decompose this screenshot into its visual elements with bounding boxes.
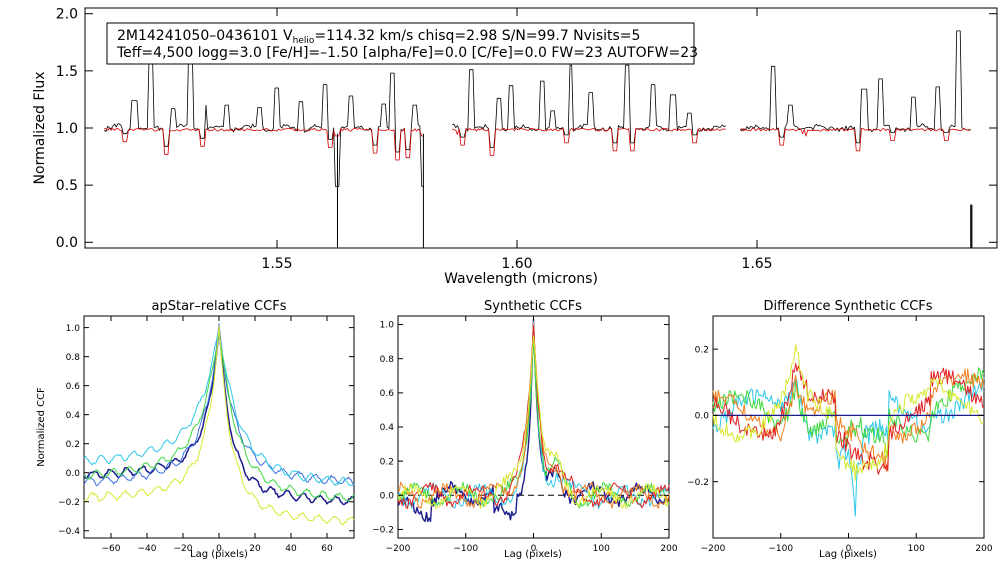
- difference-ccf-marks: [712, 344, 985, 517]
- y-tick-label: 0.8: [380, 355, 395, 365]
- synthetic-ccf-line-3: [397, 332, 670, 509]
- difference-ccf-line-2: [712, 367, 985, 459]
- apstar-ccf-ticks: −60 −40 −20 0 20 40 60 −0.4 −0.2 0.0 0.2 0.4 0.6 0.8 1…: [58, 316, 354, 554]
- apstar-ccf-x-label: Lag (pixels): [190, 549, 248, 560]
- difference-ccf-panel: −200 −100 0 100 200 −0.2 0.0 0.2 Difference Syn…: [687, 299, 993, 560]
- apstar-ccf-title: apStar–relative CCFs: [152, 299, 287, 314]
- spectrum-observed-line: [739, 30, 971, 144]
- y-tick-label: 0.6: [66, 382, 81, 392]
- difference-ccf-line-1: [712, 377, 985, 517]
- y-tick-label: 1.0: [380, 321, 395, 331]
- x-tick-label: 40: [285, 544, 297, 554]
- info-box: [106, 22, 695, 65]
- y-tick-label: 0.0: [66, 469, 81, 479]
- spectrum-marks: [103, 30, 973, 248]
- x-tick-label: 0: [846, 544, 852, 554]
- synthetic-ccf-marks: [397, 319, 670, 523]
- synthetic-ccf-line-2: [397, 320, 670, 510]
- x-tick-label: −100: [453, 544, 478, 554]
- x-tick-label: 200: [975, 544, 992, 554]
- x-tick-label: −200: [701, 544, 726, 554]
- difference-ccf-ticks: −200 −100 0 100 200 −0.2 0.0 0.2: [687, 316, 993, 554]
- y-tick-label: −0.2: [58, 498, 80, 508]
- x-tick-label: 100: [593, 544, 610, 554]
- spectrum-observed-line: [103, 47, 424, 187]
- x-tick-label: 20: [249, 544, 261, 554]
- y-tick-label: 0.0: [695, 412, 710, 422]
- x-tick-label: 60: [321, 544, 333, 554]
- x-tick-label: 1.55: [261, 256, 292, 272]
- y-tick-label: 0.4: [380, 423, 395, 433]
- info-helio-subscript: helio: [293, 36, 315, 46]
- synthetic-ccf-line-4: [397, 322, 670, 509]
- y-tick-label: 0.2: [66, 440, 80, 450]
- difference-ccf-line-3: [712, 368, 985, 473]
- y-tick-label: 0.2: [695, 345, 709, 355]
- spectrum-x-label: Wavelength (microns): [444, 271, 598, 287]
- apstar-ccf-line-5: [83, 325, 355, 526]
- x-tick-label: −100: [768, 544, 793, 554]
- x-tick-label: 200: [660, 544, 677, 554]
- x-tick-label: −20: [174, 544, 193, 554]
- spectrum-model-line: [451, 127, 726, 156]
- x-tick-label: 0: [216, 544, 222, 554]
- info-line-1: 2M14241050–0436101 Vhelio=114.32 km/s ch…: [117, 28, 640, 46]
- x-tick-label: 0: [531, 544, 537, 554]
- spectrum-panel: 1.55 1.60 1.65 0.0 0.5 1.0 1.5 2.0 2M14241050–0…: [32, 7, 998, 287]
- spectrum-model-line: [739, 127, 971, 152]
- x-tick-label: 1.60: [501, 256, 532, 272]
- y-tick-label: 1.5: [56, 64, 78, 80]
- apstar-ccf-line-2: [83, 323, 355, 486]
- synthetic-ccf-panel: −200 −100 0 100 200 −0.2 0.0 0.2 0.4 0.6 0.8 1.0 Sy…: [372, 299, 678, 560]
- apstar-ccf-line-4: [83, 331, 355, 502]
- y-tick-label: 1.0: [56, 121, 78, 137]
- synthetic-ccf-title: Synthetic CCFs: [484, 299, 582, 314]
- y-tick-label: 0.8: [66, 353, 81, 363]
- x-tick-label: −60: [102, 544, 121, 554]
- y-tick-label: −0.4: [58, 527, 80, 537]
- y-tick-label: 0.6: [380, 389, 395, 399]
- difference-ccf-x-label: Lag (pixels): [819, 549, 877, 560]
- synthetic-ccf-ticks: −200 −100 0 100 200 −0.2 0.0 0.2 0.4 0.6 0.8 1.0: [372, 316, 678, 554]
- y-tick-label: 0.4: [66, 411, 81, 421]
- apstar-ccf-line-3: [83, 329, 355, 487]
- spectrum-ticks: 1.55 1.60 1.65 0.0 0.5 1.0 1.5 2.0: [56, 7, 997, 272]
- spectrum-observed-line: [452, 64, 726, 148]
- y-tick-label: 0.0: [380, 491, 395, 501]
- apstar-ccf-line-1: [83, 327, 355, 506]
- y-tick-label: 0.0: [56, 235, 78, 251]
- synthetic-ccf-x-label: Lag (pixels): [504, 549, 562, 560]
- difference-ccf-title: Difference Synthetic CCFs: [763, 299, 932, 314]
- y-tick-label: 1.0: [66, 324, 81, 334]
- synthetic-ccf-line-6: [397, 335, 670, 509]
- y-tick-label: 2.0: [56, 7, 78, 23]
- apstar-ccf-y-label: Normalized CCF: [36, 387, 47, 467]
- apstar-ccf-frame: [83, 315, 355, 539]
- difference-ccf-line-5: [712, 344, 985, 481]
- apstar-ccf-panel: −60 −40 −20 0 20 40 60 −0.4 −0.2 0.0 0.2 0.4 0.6 0.8 1…: [36, 299, 355, 560]
- y-tick-label: 0.5: [56, 178, 78, 194]
- x-tick-label: −40: [138, 544, 157, 554]
- info-line-2: Teff=4,500 logg=3.0 [Fe/H]=–1.50 [alpha/…: [116, 45, 698, 61]
- apstar-ccf-marks: [83, 323, 355, 526]
- synthetic-ccf-line-5: [397, 325, 670, 509]
- spectrum-model-line: [104, 127, 424, 161]
- x-tick-label: 1.65: [741, 256, 772, 272]
- y-tick-label: 0.2: [380, 457, 394, 467]
- x-tick-label: 100: [908, 544, 925, 554]
- x-tick-label: −200: [386, 544, 411, 554]
- y-tick-label: −0.2: [687, 478, 709, 488]
- spectrum-y-label: Normalized Flux: [32, 72, 48, 185]
- y-tick-label: −0.2: [372, 526, 394, 536]
